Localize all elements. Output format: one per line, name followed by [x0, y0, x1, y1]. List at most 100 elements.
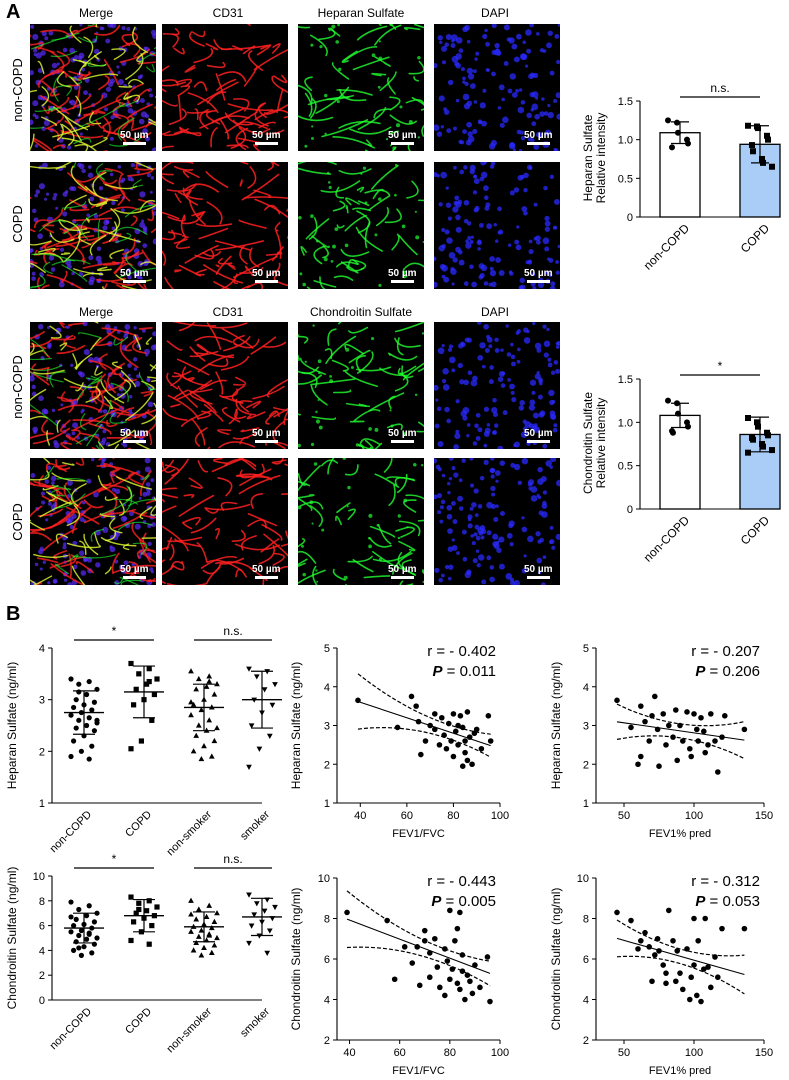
micrograph-background [434, 162, 560, 289]
nucleus [533, 143, 540, 150]
nucleus [316, 580, 319, 583]
tissue-strand [118, 85, 133, 88]
data-point [84, 722, 90, 729]
data-point [211, 942, 218, 948]
nucleus [485, 41, 491, 47]
nucleus [127, 373, 131, 377]
nucleus [130, 178, 135, 182]
nucleus [448, 564, 454, 570]
nucleus [469, 83, 476, 89]
data-point [455, 722, 461, 729]
y-axis-label: Chondroitin Sulfate (ng/ml) [549, 888, 563, 1031]
micrograph-dapi-non-copd: 50 µm [434, 322, 560, 449]
tissue-strand [213, 281, 231, 289]
nucleus [532, 72, 539, 79]
nucleus [539, 381, 543, 386]
nucleus [457, 362, 463, 369]
tissue-strand [177, 85, 191, 97]
nucleus [475, 51, 480, 56]
heparan-sulfate-micrograph-grid: Merge CD31 Heparan Sulfate DAPI non-COPD… [10, 6, 560, 289]
nucleus [470, 235, 475, 239]
data-point [266, 928, 273, 934]
micrograph-dapi-non-copd: 50 µm [434, 24, 560, 151]
nucleus [101, 458, 107, 462]
data-point [251, 912, 258, 918]
nucleus [127, 275, 132, 280]
tissue-strand [72, 217, 113, 222]
nucleus [417, 136, 420, 139]
nucleus [474, 524, 480, 530]
nucleus [360, 172, 363, 175]
nucleus [518, 88, 523, 92]
nucleus [470, 534, 474, 538]
tissue-strand [219, 119, 230, 140]
nucleus [497, 230, 502, 235]
data-point [741, 925, 748, 932]
tissue-strand [93, 531, 101, 547]
data-point [698, 998, 704, 1005]
tissue-strand [55, 458, 71, 471]
nucleus [111, 200, 116, 206]
tissue-strand [150, 505, 156, 516]
nucleus [550, 370, 556, 375]
tissue-strand [58, 511, 75, 524]
scale-bar-label: 50 µm [388, 268, 417, 279]
tissue-strand [31, 253, 75, 262]
micrograph-cd31-copd: 50 µm [162, 162, 288, 289]
significance-label: n.s. [223, 624, 242, 638]
tissue-strand [196, 542, 208, 563]
tissue-strand [195, 268, 207, 276]
significance-label: * [112, 852, 117, 866]
nucleus [534, 113, 540, 120]
nucleus [492, 397, 497, 403]
tissue-strand [162, 173, 174, 176]
x-tick-label: 80 [447, 810, 459, 822]
nucleus [480, 264, 488, 272]
tissue-strand [75, 382, 84, 392]
nucleus [450, 501, 456, 506]
nucleus [302, 572, 307, 577]
nucleus [548, 273, 553, 278]
tissue-strand [253, 189, 272, 198]
nucleus [446, 504, 453, 511]
nucleus [493, 516, 499, 523]
y-axis-label: Heparan Sulfate (ng/ml) [5, 662, 19, 789]
nucleus [488, 282, 493, 287]
tissue-strand [179, 374, 210, 387]
nucleus [343, 575, 348, 580]
tissue-strand [299, 357, 327, 375]
nucleus [549, 413, 557, 420]
nucleus [59, 247, 65, 252]
nucleus [448, 344, 454, 349]
nucleus [534, 342, 542, 350]
tissue-strand [395, 526, 409, 532]
tissue-strand [30, 337, 54, 348]
y-tick-label: 6 [324, 954, 330, 966]
nucleus [490, 474, 495, 479]
nucleus [397, 514, 401, 518]
data-point [452, 728, 459, 735]
nucleus [444, 564, 450, 570]
row-label-non-copd: non-COPD [10, 58, 25, 122]
tissue-strand [233, 376, 247, 386]
tissue-strand [235, 398, 256, 416]
column-header-dapi: DAPI [481, 6, 509, 20]
nucleus [519, 277, 525, 284]
nucleus [496, 540, 500, 544]
row-label-copd: COPD [10, 205, 25, 243]
tissue-strand [348, 349, 371, 364]
tissue-strand [271, 75, 288, 94]
nucleus [121, 25, 126, 31]
data-point [677, 970, 683, 976]
nucleus [466, 433, 470, 438]
tissue-strand [401, 559, 417, 576]
tissue-strand [88, 359, 117, 375]
nucleus [476, 563, 481, 568]
tissue-strand [66, 504, 81, 527]
tissue-strand [298, 497, 313, 511]
nucleus [127, 107, 134, 114]
nucleus [521, 568, 527, 574]
data-point [131, 919, 137, 925]
nucleus [44, 36, 49, 41]
tissue-strand [58, 322, 65, 329]
